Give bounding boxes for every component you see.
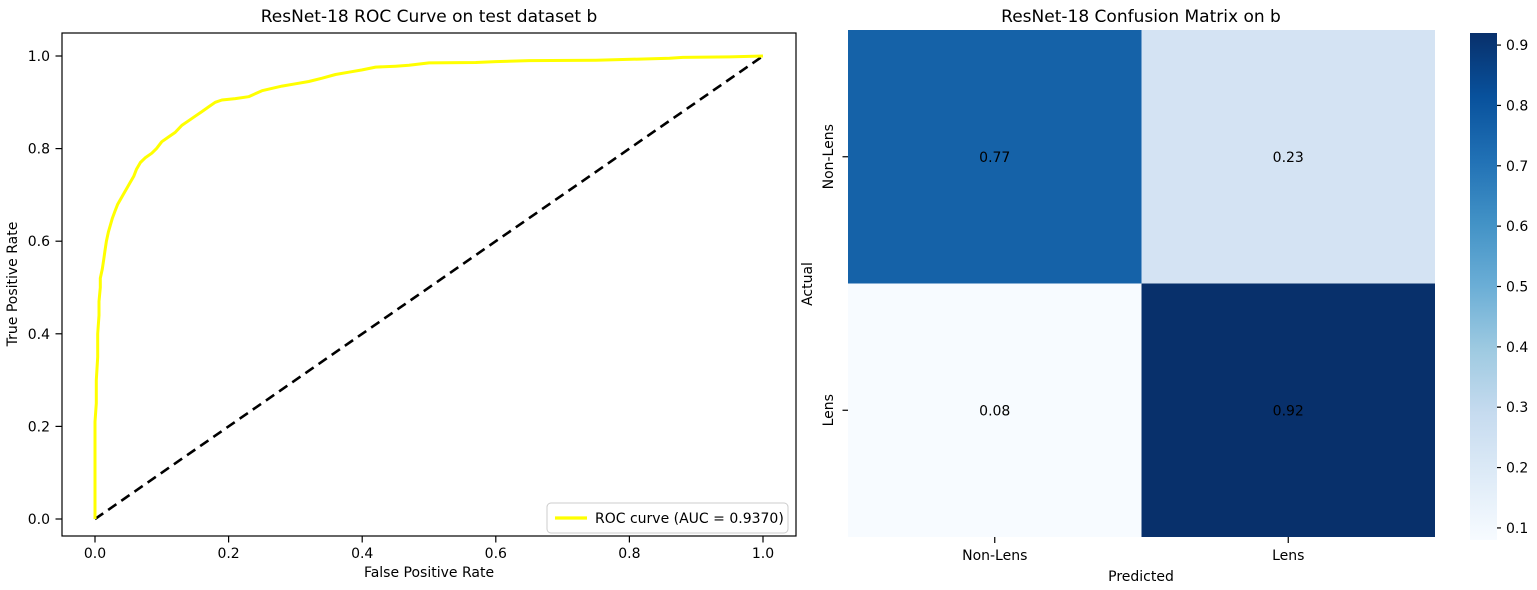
cm-cells: 0.77 0.23 0.08 0.92 bbox=[848, 30, 1435, 537]
cm-cell-value: 0.77 bbox=[979, 150, 1010, 166]
cm-cell-value: 0.23 bbox=[1273, 150, 1304, 166]
cm-cell bbox=[1141, 283, 1435, 537]
x-tick-label: 0.8 bbox=[618, 546, 640, 562]
colorbar-tick-label: 0.8 bbox=[1506, 98, 1528, 114]
x-tick-label: 0.0 bbox=[84, 546, 106, 562]
y-tick-label: 0.6 bbox=[28, 234, 50, 250]
roc-y-axis-ticks: 0.0 0.2 0.4 0.6 0.8 1.0 bbox=[28, 49, 62, 528]
colorbar-ticks: 0.9 0.8 0.7 0.6 0.5 0.4 0.3 0.2 0.1 bbox=[1497, 38, 1528, 537]
colorbar-tick-label: 0.3 bbox=[1506, 400, 1528, 416]
cm-cell bbox=[1141, 30, 1435, 284]
legend-label: ROC curve (AUC = 0.9370) bbox=[595, 511, 784, 527]
y-tick-label: 1.0 bbox=[28, 49, 50, 65]
chance-diagonal-line bbox=[94, 54, 764, 521]
roc-x-axis-ticks: 0.0 0.2 0.4 0.6 0.8 1.0 bbox=[84, 536, 774, 562]
cm-cell bbox=[848, 30, 1142, 284]
x-tick-label: 0.6 bbox=[485, 546, 507, 562]
colorbar-tick-label: 0.4 bbox=[1506, 340, 1528, 356]
roc-curve-line bbox=[93, 54, 764, 519]
colorbar-tick-label: 0.6 bbox=[1506, 219, 1528, 235]
roc-ylabel: True Positive Rate bbox=[5, 222, 21, 348]
cm-cell bbox=[848, 283, 1142, 537]
y-tick-label: Non-Lens bbox=[821, 124, 837, 189]
colorbar-tick-label: 0.9 bbox=[1506, 38, 1528, 54]
roc-chart: ResNet-18 ROC Curve on test dataset b Fa… bbox=[5, 7, 797, 581]
colorbar-tick-label: 0.5 bbox=[1506, 280, 1528, 296]
cm-x-axis-ticks: Non-Lens Lens bbox=[962, 537, 1304, 564]
y-tick-label: 0.4 bbox=[28, 327, 50, 343]
cm-cell-value: 0.92 bbox=[1273, 403, 1304, 419]
roc-title: ResNet-18 ROC Curve on test dataset b bbox=[261, 7, 598, 27]
cm-cell-value: 0.08 bbox=[979, 403, 1010, 419]
y-tick-label: 0.8 bbox=[28, 142, 50, 158]
colorbar-tick-label: 0.2 bbox=[1506, 461, 1528, 477]
cm-ylabel: Actual bbox=[800, 262, 816, 306]
roc-series bbox=[93, 54, 764, 521]
roc-axes-frame bbox=[61, 32, 797, 537]
legend-box bbox=[546, 502, 789, 534]
colorbar-tick-label: 0.1 bbox=[1506, 521, 1528, 537]
colorbar bbox=[1470, 33, 1497, 540]
x-tick-label: Lens bbox=[1272, 548, 1304, 564]
y-tick-label: 0.0 bbox=[28, 512, 50, 528]
cm-xlabel: Predicted bbox=[1108, 569, 1174, 585]
x-tick-label: 0.4 bbox=[351, 546, 373, 562]
roc-legend: ROC curve (AUC = 0.9370) bbox=[546, 502, 789, 534]
colorbar-tick-label: 0.7 bbox=[1506, 159, 1528, 175]
x-tick-label: 0.2 bbox=[217, 546, 239, 562]
x-tick-label: 1.0 bbox=[752, 546, 774, 562]
y-tick-label: Lens bbox=[821, 394, 837, 426]
roc-xlabel: False Positive Rate bbox=[364, 565, 494, 581]
confusion-matrix-chart: ResNet-18 Confusion Matrix on b Predicte… bbox=[800, 7, 1528, 585]
x-tick-label: Non-Lens bbox=[962, 548, 1027, 564]
y-tick-label: 0.2 bbox=[28, 419, 50, 435]
cm-title: ResNet-18 Confusion Matrix on b bbox=[1001, 7, 1281, 27]
cm-y-axis-ticks: Non-Lens Lens bbox=[821, 124, 848, 426]
